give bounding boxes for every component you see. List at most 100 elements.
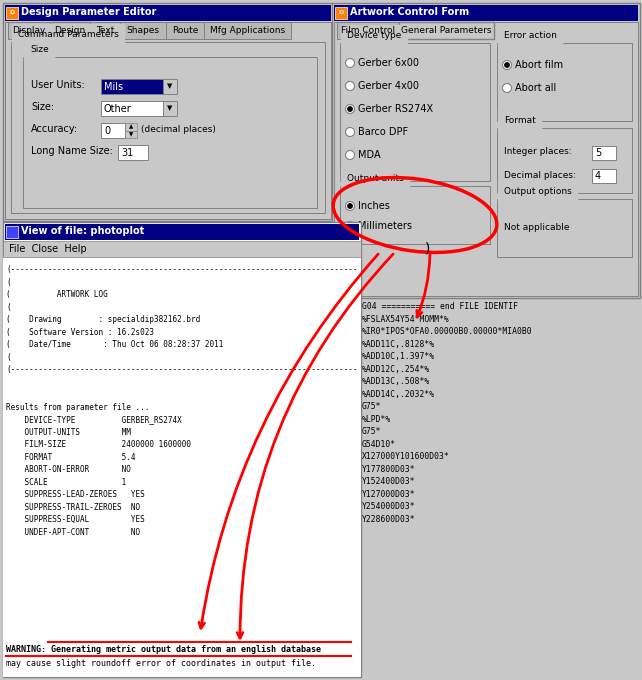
Bar: [497, 128, 632, 193]
Text: WARNING: Generating metric output data from an english database: WARNING: Generating metric output data f…: [6, 645, 321, 654]
Text: (---------------------------------------------------------------------------: (---------------------------------------…: [6, 265, 358, 274]
Text: Integer places:: Integer places:: [504, 148, 571, 156]
Text: ▼: ▼: [129, 133, 133, 137]
Circle shape: [345, 222, 354, 231]
Text: Y177800D03*: Y177800D03*: [362, 464, 415, 474]
Bar: [120, 22, 166, 39]
Text: Design Parameter Editor: Design Parameter Editor: [21, 7, 157, 17]
Text: Format: Format: [504, 116, 536, 125]
Bar: [3, 241, 361, 257]
Bar: [335, 7, 347, 19]
Circle shape: [345, 58, 354, 67]
Text: Accuracy:: Accuracy:: [31, 124, 78, 134]
Text: Shapes: Shapes: [126, 26, 159, 35]
Text: (: (: [6, 277, 11, 287]
Text: Decimal places:: Decimal places:: [504, 171, 576, 180]
Text: (          ARTWORK LOG: ( ARTWORK LOG: [6, 290, 108, 299]
Text: Y127000D03*: Y127000D03*: [362, 490, 415, 498]
Text: Display: Display: [12, 26, 46, 35]
Text: Gerber RS274X: Gerber RS274X: [358, 104, 433, 114]
Text: G04 =========== end FILE IDENTIF: G04 =========== end FILE IDENTIF: [362, 302, 518, 311]
Circle shape: [345, 105, 354, 114]
Text: Y254000D03*: Y254000D03*: [362, 503, 415, 511]
Text: Size: Size: [30, 45, 49, 54]
Text: may cause slight roundoff error of coordinates in output file.: may cause slight roundoff error of coord…: [6, 660, 316, 668]
Bar: [3, 222, 361, 677]
Text: 4: 4: [595, 171, 601, 181]
Bar: [497, 43, 632, 121]
Text: %ADD12C,.254*%: %ADD12C,.254*%: [362, 364, 430, 374]
Bar: [5, 224, 359, 240]
Text: UNDEF-APT-CONT         NO: UNDEF-APT-CONT NO: [6, 528, 140, 537]
Text: FORMAT               5.4: FORMAT 5.4: [6, 453, 135, 462]
Text: Artwork Control Form: Artwork Control Form: [350, 7, 469, 17]
Text: File  Close  Help: File Close Help: [9, 244, 87, 254]
Text: SUPPRESS-EQUAL         YES: SUPPRESS-EQUAL YES: [6, 515, 144, 524]
Text: %ADD14C,.2032*%: %ADD14C,.2032*%: [362, 390, 435, 398]
Bar: [125, 131, 137, 138]
Text: ABORT-ON-ERROR       NO: ABORT-ON-ERROR NO: [6, 465, 131, 474]
Bar: [204, 22, 291, 39]
Bar: [334, 5, 638, 21]
Bar: [399, 22, 494, 39]
Text: G75*: G75*: [362, 427, 381, 437]
Bar: [497, 199, 632, 257]
Bar: [163, 79, 177, 94]
Bar: [101, 101, 163, 116]
Circle shape: [345, 82, 354, 90]
Text: 0: 0: [104, 126, 110, 137]
Text: (    Date/Time       : Thu Oct 06 08:28:37 2011: ( Date/Time : Thu Oct 06 08:28:37 2011: [6, 340, 223, 350]
Text: SUPPRESS-LEAD-ZEROES   YES: SUPPRESS-LEAD-ZEROES YES: [6, 490, 144, 499]
Text: FILM-SIZE            2400000 1600000: FILM-SIZE 2400000 1600000: [6, 440, 191, 449]
Text: %LPD*%: %LPD*%: [362, 415, 391, 424]
Text: Inches: Inches: [358, 201, 390, 211]
Circle shape: [345, 128, 354, 137]
Text: Gerber 4x00: Gerber 4x00: [358, 81, 419, 91]
Text: %FSLAX54Y54*MOMM*%: %FSLAX54Y54*MOMM*%: [362, 315, 450, 324]
Text: View of file: photoplot: View of file: photoplot: [21, 226, 144, 236]
Bar: [3, 3, 333, 221]
Bar: [101, 79, 163, 94]
Text: Output units: Output units: [347, 174, 404, 183]
Text: Output options: Output options: [504, 187, 572, 196]
Text: Route: Route: [172, 26, 198, 35]
Bar: [592, 146, 616, 160]
Bar: [90, 22, 120, 39]
Text: (: (: [6, 303, 11, 311]
Text: Not applicable: Not applicable: [504, 222, 569, 231]
Text: OUTPUT-UNITS         MM: OUTPUT-UNITS MM: [6, 428, 131, 437]
Text: Gerber 6x00: Gerber 6x00: [358, 58, 419, 68]
Text: %IR0*IPOS*OFA0.00000B0.00000*MIA0B0: %IR0*IPOS*OFA0.00000B0.00000*MIA0B0: [362, 327, 533, 336]
Bar: [5, 5, 331, 21]
Circle shape: [345, 150, 354, 160]
Text: Barco DPF: Barco DPF: [358, 127, 408, 137]
Bar: [11, 42, 325, 213]
Text: Text: Text: [96, 26, 114, 35]
Text: SCALE                1: SCALE 1: [6, 478, 126, 487]
Text: DEVICE-TYPE          GERBER_RS274X: DEVICE-TYPE GERBER_RS274X: [6, 415, 182, 424]
Circle shape: [348, 107, 352, 112]
Bar: [50, 22, 90, 39]
Text: Device type: Device type: [347, 31, 401, 40]
Bar: [8, 22, 50, 39]
Text: (decimal places): (decimal places): [141, 124, 216, 133]
Text: (---------------------------------------------------------------------------: (---------------------------------------…: [6, 365, 358, 374]
Text: SUPPRESS-TRAIL-ZEROES  NO: SUPPRESS-TRAIL-ZEROES NO: [6, 503, 140, 512]
Text: ▼: ▼: [168, 105, 173, 111]
Circle shape: [503, 84, 512, 92]
Text: D: D: [10, 10, 15, 16]
Text: Error action: Error action: [504, 31, 557, 40]
Text: 5: 5: [595, 148, 602, 158]
Text: %ADD11C,.8128*%: %ADD11C,.8128*%: [362, 340, 435, 349]
Text: Command Parameters: Command Parameters: [18, 30, 119, 39]
Text: 31: 31: [121, 148, 134, 158]
Text: G75*: G75*: [362, 403, 381, 411]
Bar: [118, 145, 148, 160]
Text: ▲: ▲: [129, 124, 133, 129]
Text: Mfg Applications: Mfg Applications: [210, 26, 285, 35]
Circle shape: [348, 204, 352, 208]
Bar: [592, 169, 616, 183]
Text: X127000Y101600D03*: X127000Y101600D03*: [362, 452, 450, 461]
Text: (: (: [6, 353, 11, 362]
Bar: [334, 22, 638, 296]
